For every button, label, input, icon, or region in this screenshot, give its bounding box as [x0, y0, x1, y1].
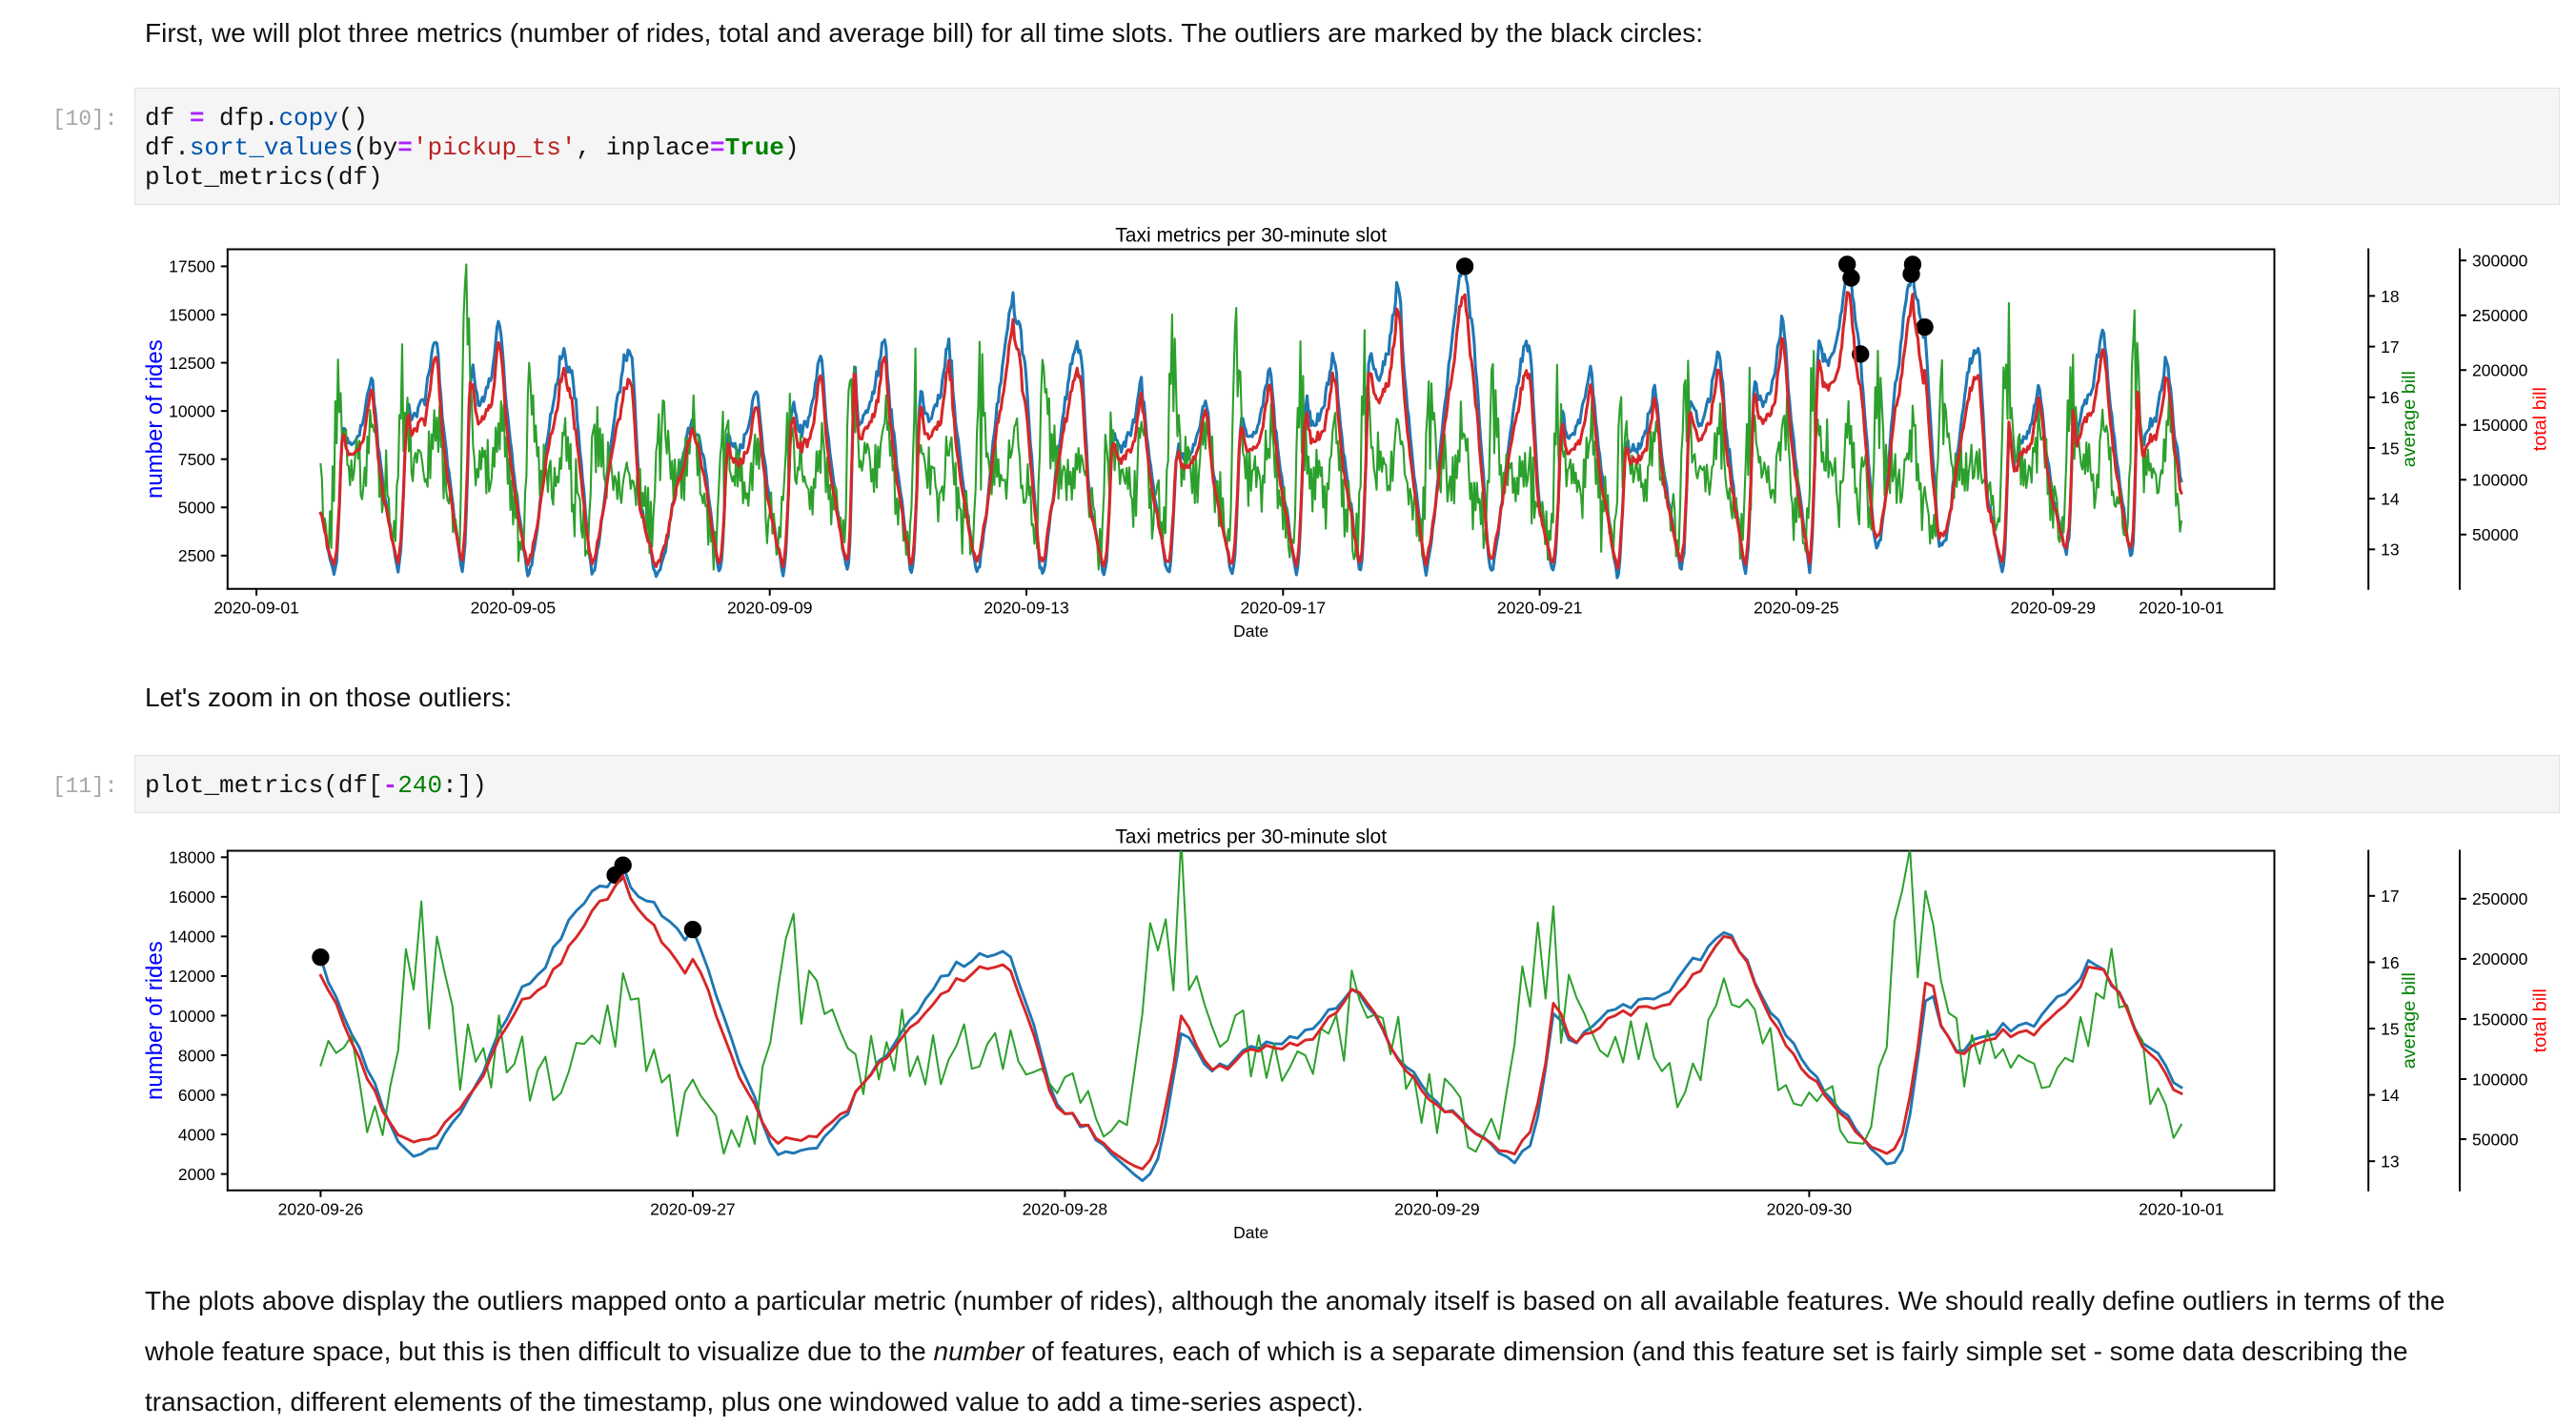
svg-text:8000: 8000	[178, 1046, 215, 1065]
svg-text:2020-09-01: 2020-09-01	[213, 598, 299, 617]
svg-text:6000: 6000	[178, 1086, 215, 1105]
svg-text:total bill: total bill	[2530, 387, 2551, 451]
svg-text:15: 15	[2381, 1019, 2399, 1038]
svg-text:Taxi metrics per 30-minute slo: Taxi metrics per 30-minute slot	[1115, 225, 1387, 247]
svg-text:14: 14	[2381, 1086, 2400, 1105]
svg-text:250000: 250000	[2472, 889, 2528, 908]
svg-text:4000: 4000	[178, 1125, 215, 1144]
svg-text:2020-09-17: 2020-09-17	[1241, 598, 1327, 617]
svg-text:15: 15	[2381, 438, 2399, 458]
svg-text:100000: 100000	[2472, 1070, 2528, 1089]
svg-text:14: 14	[2381, 489, 2400, 508]
svg-text:2020-09-05: 2020-09-05	[471, 598, 557, 617]
svg-text:14000: 14000	[169, 928, 215, 947]
svg-text:16000: 16000	[169, 887, 215, 907]
svg-text:17: 17	[2381, 887, 2399, 906]
svg-text:250000: 250000	[2472, 306, 2528, 325]
svg-text:200000: 200000	[2472, 361, 2528, 380]
svg-text:2020-10-01: 2020-10-01	[2139, 598, 2224, 617]
svg-text:2500: 2500	[178, 546, 215, 565]
svg-text:average bill: average bill	[2399, 972, 2420, 1069]
svg-text:2020-09-28: 2020-09-28	[1023, 1199, 1108, 1218]
svg-text:50000: 50000	[2472, 1130, 2519, 1149]
svg-text:10000: 10000	[169, 1007, 215, 1026]
svg-text:15000: 15000	[169, 305, 215, 324]
svg-text:number of rides: number of rides	[142, 339, 168, 499]
svg-text:2020-09-30: 2020-09-30	[1767, 1199, 1853, 1218]
svg-text:7500: 7500	[178, 450, 215, 469]
svg-text:16: 16	[2381, 388, 2399, 407]
svg-text:2020-09-21: 2020-09-21	[1497, 598, 1583, 617]
svg-text:2020-09-25: 2020-09-25	[1754, 598, 1839, 617]
svg-text:16: 16	[2381, 953, 2399, 972]
svg-text:2020-09-26: 2020-09-26	[278, 1199, 364, 1218]
svg-text:number of rides: number of rides	[142, 941, 168, 1100]
svg-text:17500: 17500	[169, 257, 215, 276]
svg-text:Date: Date	[1233, 1223, 1268, 1242]
svg-text:2000: 2000	[178, 1165, 215, 1184]
svg-text:100000: 100000	[2472, 471, 2528, 490]
svg-text:13: 13	[2381, 540, 2399, 560]
svg-text:200000: 200000	[2472, 949, 2528, 968]
svg-text:Taxi metrics per 30-minute slo: Taxi metrics per 30-minute slot	[1115, 826, 1387, 848]
svg-text:2020-09-29: 2020-09-29	[2010, 598, 2096, 617]
svg-text:total bill: total bill	[2530, 989, 2551, 1052]
svg-text:average bill: average bill	[2399, 371, 2420, 467]
svg-text:10000: 10000	[169, 401, 215, 420]
svg-text:300000: 300000	[2472, 252, 2528, 271]
svg-text:2020-09-13: 2020-09-13	[984, 598, 1069, 617]
svg-text:12500: 12500	[169, 354, 215, 373]
svg-text:Date: Date	[1233, 622, 1268, 641]
svg-text:18000: 18000	[169, 848, 215, 867]
svg-text:5000: 5000	[178, 499, 215, 518]
svg-text:2020-09-09: 2020-09-09	[727, 598, 813, 617]
svg-text:17: 17	[2381, 337, 2399, 357]
svg-text:2020-09-27: 2020-09-27	[650, 1199, 736, 1218]
svg-text:50000: 50000	[2472, 525, 2519, 544]
svg-text:150000: 150000	[2472, 1009, 2528, 1029]
svg-text:2020-10-01: 2020-10-01	[2139, 1199, 2224, 1218]
svg-text:150000: 150000	[2472, 416, 2528, 435]
svg-text:2020-09-29: 2020-09-29	[1394, 1199, 1480, 1218]
svg-text:12000: 12000	[169, 967, 215, 986]
svg-text:18: 18	[2381, 287, 2399, 306]
svg-text:13: 13	[2381, 1152, 2399, 1172]
